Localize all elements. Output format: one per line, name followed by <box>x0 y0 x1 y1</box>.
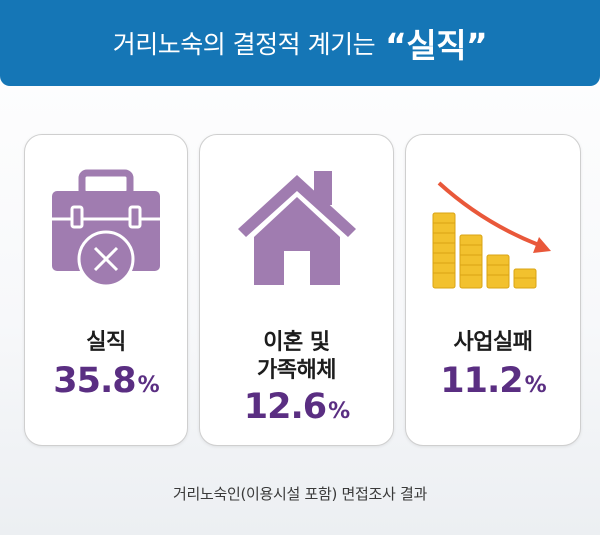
card-value-unit: % <box>328 399 350 424</box>
card-label: 사업실패 <box>453 330 533 355</box>
card-value-number: 35.8 <box>53 361 136 401</box>
card-unemployment: 실직 35.8% <box>24 134 188 446</box>
briefcase-x-icon <box>25 163 187 293</box>
card-value: 35.8% <box>25 361 187 407</box>
card-value-number: 11.2 <box>440 361 523 401</box>
card-value: 12.6% <box>200 387 393 433</box>
card-label: 실직 <box>86 330 126 355</box>
card-value: 11.2% <box>406 361 580 407</box>
card-divorce-family: 이혼 및 가족해체 12.6% <box>199 134 394 446</box>
card-value-unit: % <box>524 373 547 398</box>
header-title: 거리노숙의 결정적 계기는 <box>112 30 376 59</box>
header-banner: 거리노숙의 결정적 계기는 “실직” <box>0 0 600 86</box>
house-icon <box>200 163 393 293</box>
card-label-line1: 이혼 및 <box>263 330 330 355</box>
card-label-line2: 가족해체 <box>257 358 336 383</box>
card-value-unit: % <box>137 373 160 398</box>
header-emphasis: “실직” <box>385 26 488 65</box>
card-value-number: 12.6 <box>243 387 327 427</box>
card-business-failure: 사업실패 11.2% <box>405 134 581 446</box>
declining-coins-chart-icon <box>406 163 580 293</box>
source-note: 거리노숙인(이용시설 포함) 면접조사 결과 <box>172 485 427 503</box>
